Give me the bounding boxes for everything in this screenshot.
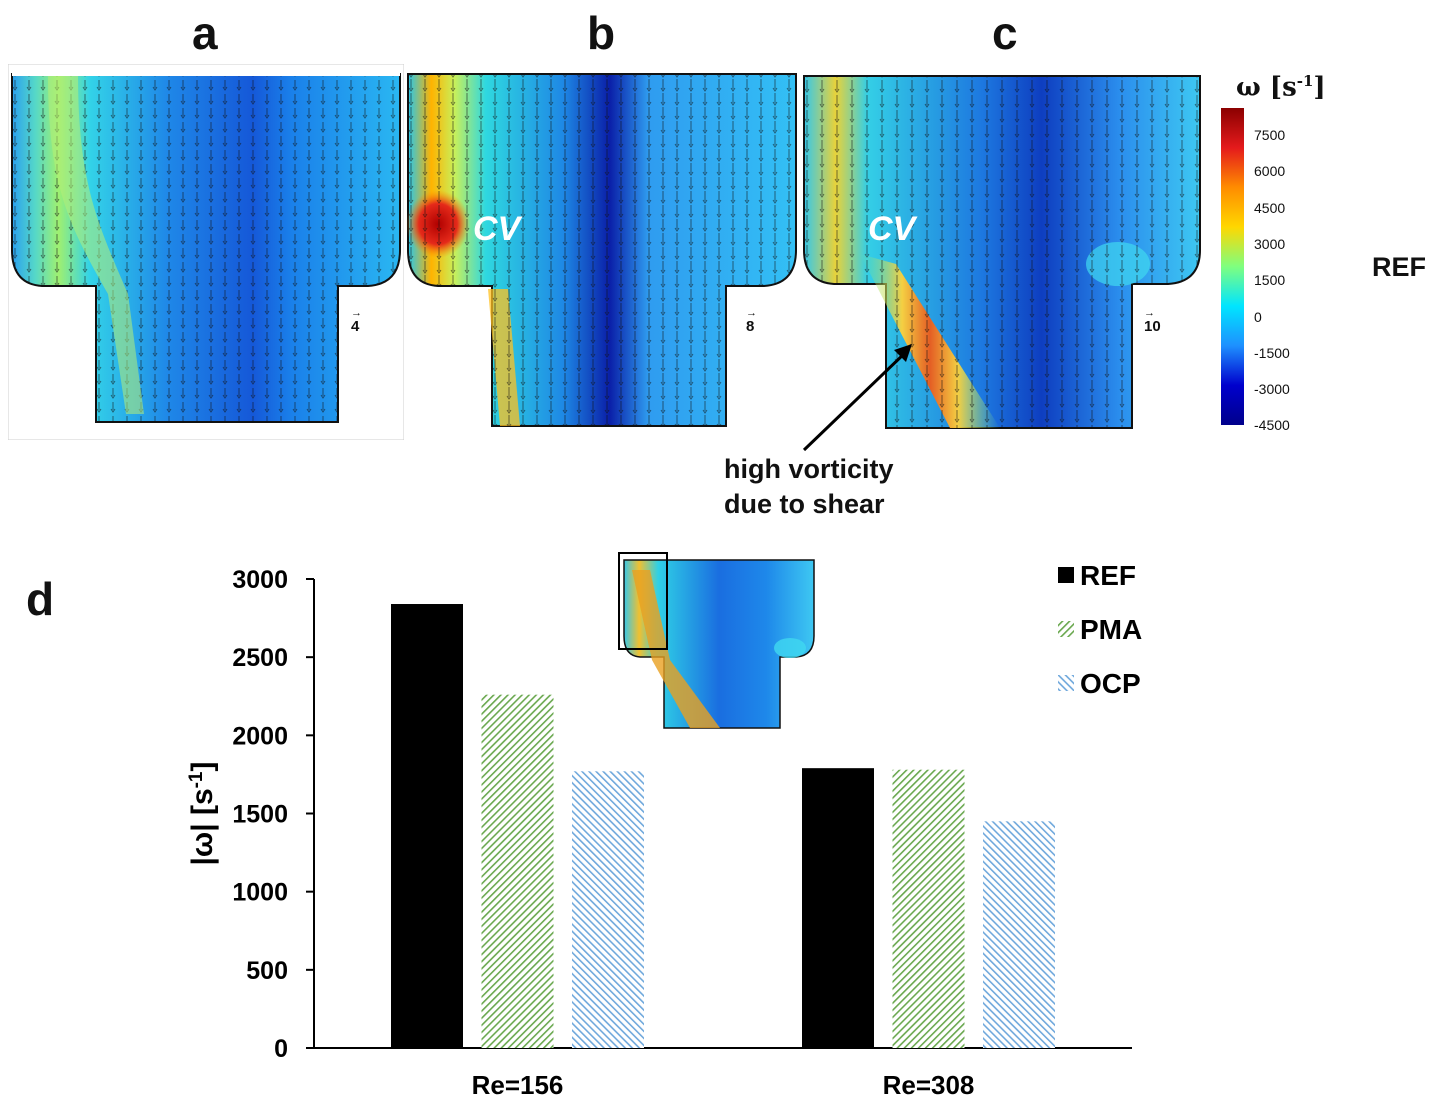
annotation-text: high vorticity due to shear (724, 452, 894, 522)
bar-pma-1 (481, 694, 554, 1048)
vorticity-bar-chart: 0 500 1000 1500 2000 2500 3000 |ω| [s-1] Re=156 R… (186, 552, 1142, 1100)
bar-pma-2 (892, 769, 965, 1048)
colorbar-tick-label: 0 (1254, 308, 1262, 325)
vortex-label-b: CV (473, 210, 521, 248)
vortex-label-c: CV (868, 210, 916, 248)
bar-ref-2 (802, 768, 874, 1048)
vector-scale-a: → 4 (351, 307, 362, 336)
y-axis-label: |ω| [s-1] (186, 761, 219, 865)
colorbar-title: ω [s-1] (1236, 72, 1326, 103)
bar-ref-1 (391, 604, 463, 1048)
bar-ocp-1 (572, 771, 644, 1048)
colorbar-tick-label: 1500 (1254, 272, 1286, 289)
panel-label-c: c (992, 7, 1018, 59)
colorbar-tick-label: 4500 (1254, 199, 1286, 216)
annotation-line-2: due to shear (724, 489, 885, 519)
legend-swatch-ref (1058, 567, 1074, 583)
colorbar-tick-label: -4500 (1254, 417, 1290, 434)
annotation-line-1: high vorticity (724, 454, 894, 484)
legend-swatch-pma (1058, 621, 1074, 637)
row-label-ref: REF (1372, 252, 1426, 282)
vorticity-field-a (8, 64, 404, 440)
y-tick-label: 1000 (232, 879, 288, 907)
colorbar-tick-label: 6000 (1254, 163, 1286, 180)
x-category-label: Re=308 (883, 1070, 975, 1100)
legend-label-ref: REF (1080, 560, 1136, 591)
y-tick-label: 500 (246, 957, 288, 985)
panel-label-a: a (192, 7, 218, 59)
y-tick-label: 1500 (232, 801, 288, 829)
vorticity-field-b (406, 73, 797, 427)
colorbar-tick-label: 7500 (1254, 127, 1286, 143)
vector-scale-c: → 10 (1144, 307, 1161, 336)
x-category-label: Re=156 (472, 1070, 564, 1100)
legend-label-ocp: OCP (1080, 668, 1141, 699)
inset-field-thumbnail (618, 552, 815, 729)
annotation-arrow (802, 344, 912, 452)
legend-label-pma: PMA (1080, 614, 1142, 645)
colorbar-tick-label: 3000 (1254, 235, 1286, 252)
colorbar-gradient (1221, 108, 1244, 425)
panel-label-b: b (587, 7, 616, 59)
bar-ocp-2 (983, 821, 1055, 1048)
panel-label-d: d (26, 573, 55, 625)
y-tick-label: 0 (274, 1035, 288, 1063)
y-tick-label: 2000 (232, 722, 288, 750)
vector-scale-b: → 8 (746, 307, 757, 336)
vorticity-field-c (803, 75, 1201, 429)
colorbar-tick-label: -1500 (1254, 344, 1290, 361)
legend-swatch-ocp (1058, 675, 1074, 691)
y-tick-label: 2500 (232, 644, 288, 672)
y-tick-label: 3000 (232, 566, 288, 594)
colorbar-tick-label: -3000 (1254, 381, 1290, 398)
